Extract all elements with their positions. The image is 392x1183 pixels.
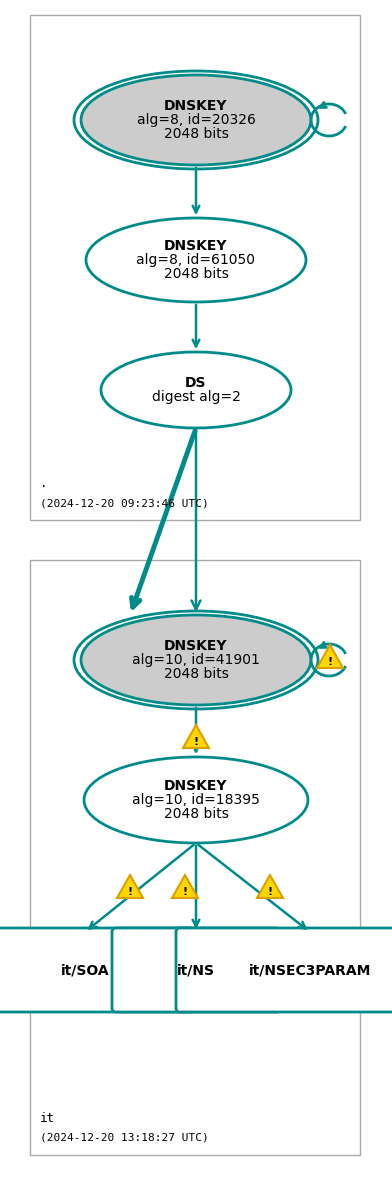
- Polygon shape: [172, 875, 198, 898]
- Ellipse shape: [81, 615, 311, 705]
- Text: it: it: [40, 1112, 55, 1125]
- Polygon shape: [257, 875, 283, 898]
- Text: alg=10, id=18395: alg=10, id=18395: [132, 793, 260, 807]
- Text: (2024-12-20 09:23:46 UTC): (2024-12-20 09:23:46 UTC): [40, 498, 209, 508]
- FancyBboxPatch shape: [176, 927, 392, 1011]
- Text: it/NS: it/NS: [177, 963, 215, 977]
- Ellipse shape: [86, 218, 306, 302]
- Text: !: !: [182, 886, 187, 897]
- FancyBboxPatch shape: [112, 927, 280, 1011]
- Text: DNSKEY: DNSKEY: [164, 639, 228, 653]
- Text: 2048 bits: 2048 bits: [163, 807, 229, 821]
- Text: !: !: [193, 737, 199, 746]
- Text: DNSKEY: DNSKEY: [164, 778, 228, 793]
- Text: 2048 bits: 2048 bits: [163, 267, 229, 282]
- Text: 2048 bits: 2048 bits: [163, 127, 229, 141]
- Text: it/NSEC3PARAM: it/NSEC3PARAM: [249, 963, 371, 977]
- Text: DNSKEY: DNSKEY: [164, 239, 228, 253]
- Bar: [30, 560, 360, 1155]
- Ellipse shape: [81, 75, 311, 164]
- Text: DS: DS: [185, 376, 207, 390]
- Text: (2024-12-20 13:18:27 UTC): (2024-12-20 13:18:27 UTC): [40, 1133, 209, 1143]
- Text: alg=8, id=20326: alg=8, id=20326: [136, 114, 256, 127]
- Polygon shape: [117, 875, 143, 898]
- Text: !: !: [267, 886, 272, 897]
- Polygon shape: [183, 725, 209, 748]
- Text: it/SOA: it/SOA: [61, 963, 109, 977]
- Bar: [30, 15, 360, 521]
- Text: digest alg=2: digest alg=2: [152, 390, 240, 405]
- Text: .: .: [40, 477, 47, 490]
- Text: alg=8, id=61050: alg=8, id=61050: [136, 253, 256, 267]
- Text: 2048 bits: 2048 bits: [163, 667, 229, 681]
- Polygon shape: [317, 645, 343, 668]
- FancyBboxPatch shape: [0, 927, 194, 1011]
- Ellipse shape: [101, 353, 291, 428]
- Text: alg=10, id=41901: alg=10, id=41901: [132, 653, 260, 667]
- Text: !: !: [327, 657, 332, 666]
- Text: DNSKEY: DNSKEY: [164, 99, 228, 114]
- Ellipse shape: [84, 757, 308, 843]
- Text: !: !: [127, 886, 132, 897]
